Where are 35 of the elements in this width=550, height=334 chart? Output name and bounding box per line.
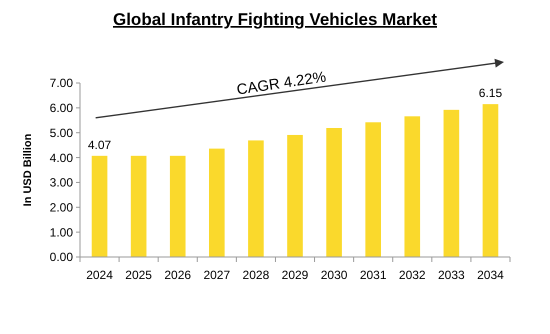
bar (365, 122, 381, 257)
x-tick-label: 2033 (438, 268, 466, 282)
data-label: 4.07 (88, 138, 112, 152)
x-tick-label: 2026 (164, 268, 192, 282)
x-tick-label: 2025 (125, 268, 152, 282)
y-tick-label: 4.00 (50, 150, 74, 165)
bar (326, 128, 342, 257)
data-label: 6.15 (478, 86, 502, 100)
x-tick-label: 2029 (282, 268, 309, 282)
y-axis-title: In USD Billion (22, 133, 34, 206)
bar (444, 110, 460, 257)
y-tick-label: 3.00 (50, 176, 74, 190)
y-tick-label: 6.00 (50, 101, 74, 116)
x-tick-label: 2027 (203, 268, 230, 282)
bar (248, 140, 264, 257)
x-tick-label: 2030 (320, 268, 348, 282)
bar (130, 156, 146, 257)
y-tick-label: 0.00 (50, 250, 74, 264)
x-tick-label: 2024 (86, 268, 114, 282)
x-tick-label: 2028 (242, 268, 270, 282)
y-tick-label: 1.00 (50, 225, 74, 240)
annotation: CAGR 4.22% (236, 68, 328, 99)
y-tick-label: 2.00 (50, 200, 74, 214)
bar (209, 148, 225, 257)
bar (170, 156, 186, 257)
bar (404, 116, 420, 257)
x-tick-label: 2034 (477, 268, 504, 282)
x-tick-label: 2032 (398, 268, 426, 282)
chart-title: Global Infantry Fighting Vehicles Market (112, 10, 438, 29)
x-tick-label: 2031 (360, 268, 387, 282)
bar (287, 134, 303, 257)
bar (92, 156, 108, 257)
bar (482, 104, 498, 257)
y-tick-label: 5.00 (50, 126, 74, 140)
y-tick-label: 7.00 (50, 76, 74, 90)
